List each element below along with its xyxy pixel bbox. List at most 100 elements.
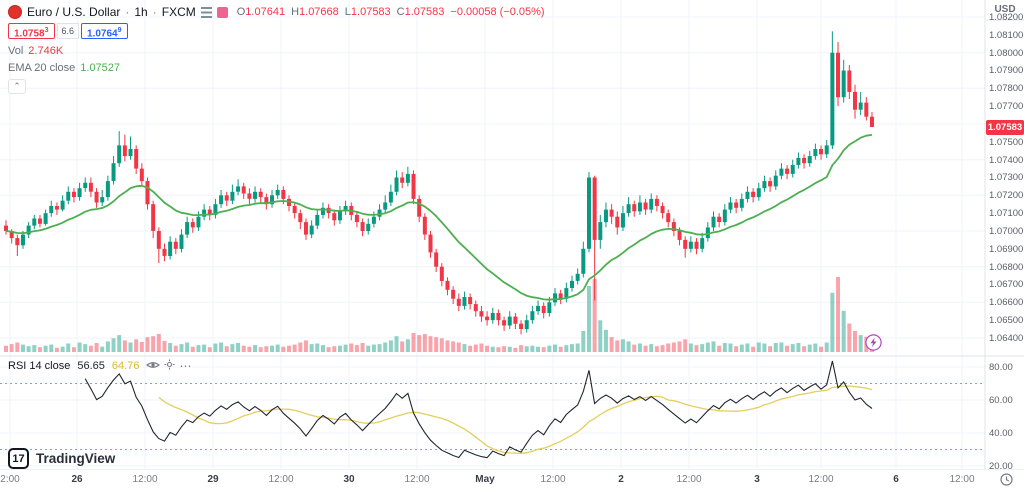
ema-legend-row[interactable]: EMA 20 close 1.07527: [8, 62, 121, 74]
volume-bar: [377, 344, 382, 352]
volume-bar: [111, 338, 116, 352]
volume-bar: [326, 347, 331, 352]
volume-bar: [813, 343, 818, 352]
volume-bar: [224, 346, 229, 352]
candle-body: [439, 266, 444, 281]
candle-body: [502, 320, 507, 326]
collapse-legend-button[interactable]: ⌃: [8, 79, 26, 94]
sell-button[interactable]: 1.07583: [8, 23, 55, 39]
separator: ·: [152, 5, 157, 19]
volume-legend-row[interactable]: Vol 2.746K: [8, 45, 64, 57]
volume-bar: [43, 345, 48, 352]
candle-body: [603, 209, 608, 223]
volume-bar: [637, 343, 642, 352]
candle-body: [830, 52, 835, 146]
volume-bar: [796, 343, 801, 352]
volume-bar: [383, 342, 388, 352]
time-tick-label: 6: [893, 474, 899, 485]
volume-bar: [666, 343, 671, 352]
candle-body: [405, 173, 410, 183]
price-tick-label: 1.07300: [989, 172, 1024, 184]
volume-bar: [298, 342, 303, 352]
candle-body: [117, 145, 122, 164]
volume-bar: [473, 344, 478, 352]
open-value: 1.07641: [245, 6, 286, 18]
candle-body: [660, 206, 665, 214]
candle-body: [230, 191, 235, 201]
candle-body: [49, 206, 54, 214]
volume-bar: [609, 337, 614, 352]
volume-bar: [479, 343, 484, 352]
symbol-exchange[interactable]: FXCM: [161, 5, 196, 19]
last-price-label: 1.07583: [986, 119, 1024, 135]
candle-body: [417, 198, 422, 217]
volume-bar: [620, 339, 625, 352]
volume-bar: [745, 343, 750, 352]
candle-body: [530, 311, 535, 321]
legend-marker-icon[interactable]: [216, 6, 228, 18]
volume-bar: [728, 343, 733, 352]
candle-body: [869, 116, 874, 127]
candle-body: [219, 195, 224, 205]
candle-body: [683, 239, 688, 249]
symbol-interval[interactable]: 1h: [134, 5, 148, 19]
settings-icon[interactable]: [164, 359, 175, 373]
volume-bar: [717, 345, 722, 352]
symbol-title[interactable]: Euro / U.S. Dollar: [27, 5, 121, 19]
volume-bar: [117, 335, 122, 352]
candle-body: [649, 198, 654, 210]
volume-bar: [354, 345, 359, 352]
lightning-bolt-button[interactable]: [865, 334, 882, 351]
time-tick-label: 30: [343, 474, 355, 485]
candle-body: [536, 305, 541, 312]
volume-bar: [586, 286, 591, 352]
time-axis[interactable]: 2:00 26 12:00 29 12:00 30 12:00 May 12:00 2 12:00 3…: [0, 470, 1024, 489]
volume-bar: [603, 329, 608, 352]
symbol-row[interactable]: Euro / U.S. Dollar · 1h · FXCM O1.07641 …: [8, 5, 545, 19]
more-options-icon[interactable]: ⋯: [179, 359, 193, 373]
candle-body: [643, 202, 648, 210]
volume-bar: [94, 343, 99, 352]
volume-bar: [853, 330, 857, 352]
buy-button[interactable]: 1.07649: [81, 23, 128, 39]
price-tick-label: 1.06800: [989, 261, 1024, 273]
volume-bar: [292, 344, 297, 352]
candle-body: [824, 145, 829, 155]
volume-bar: [405, 339, 410, 352]
time-tick-label: 29: [207, 474, 219, 485]
volume-bar: [371, 344, 376, 352]
price-axis[interactable]: USD 1.08200 1.08100 1.08000 1.07900 1.07800 1…: [986, 0, 1024, 472]
eye-icon[interactable]: [146, 360, 161, 373]
volume-bar: [309, 344, 314, 352]
timezone-clock-icon[interactable]: [1000, 473, 1013, 489]
candle-body: [620, 213, 625, 228]
candle-body: [847, 70, 852, 92]
candle-body: [111, 163, 116, 181]
candle-body: [553, 293, 558, 303]
candle-body: [9, 231, 14, 239]
volume-bar: [660, 345, 665, 352]
volume-bar: [790, 344, 795, 352]
volume-bar: [858, 335, 863, 352]
candle-body: [626, 204, 631, 214]
volume-bar: [779, 342, 784, 352]
candle-body: [785, 168, 790, 174]
candle-body: [77, 188, 82, 198]
candle-body: [739, 198, 744, 208]
volume-bar: [275, 344, 280, 352]
volume-bar: [100, 346, 105, 352]
volume-bar: [819, 346, 824, 352]
rsi-legend-row[interactable]: RSI 14 close 56.65 64.76 ⋯: [8, 359, 192, 373]
volume-bar: [671, 342, 676, 352]
tradingview-logo-text: TradingView: [36, 451, 116, 466]
price-tick-label: 1.06500: [989, 315, 1024, 327]
volume-bar: [530, 345, 535, 352]
legend-list-icon[interactable]: [200, 6, 212, 18]
tradingview-logo[interactable]: 17 TradingView: [8, 448, 115, 469]
volume-bar: [536, 346, 541, 352]
volume-bar: [253, 345, 258, 352]
time-tick-label: 12:00: [132, 474, 158, 485]
candle-body: [337, 211, 342, 221]
